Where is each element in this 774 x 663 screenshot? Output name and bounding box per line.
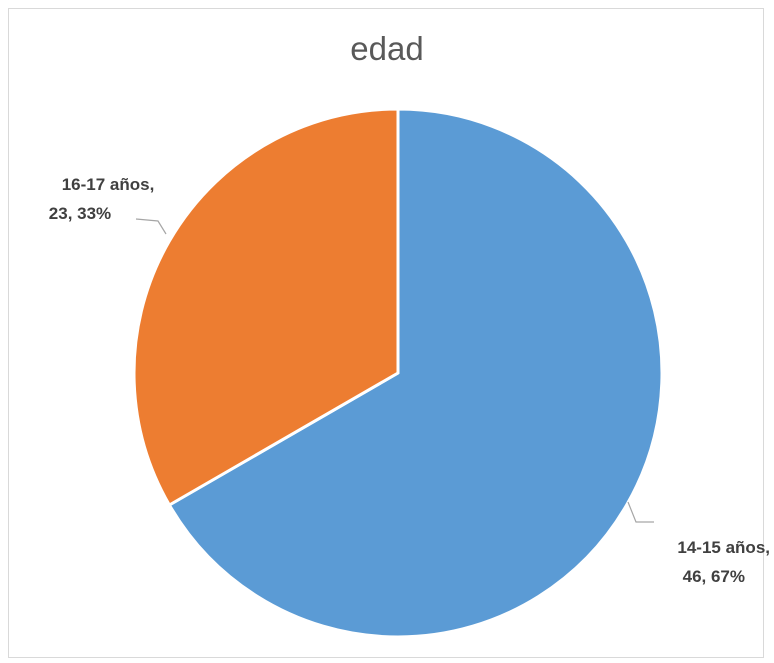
data-label-16-17-line1: 16-17 años, — [62, 175, 155, 194]
data-label-16-17-line2: 23, 33% — [49, 204, 111, 223]
data-label-14-15-line2: 46, 67% — [683, 567, 745, 586]
leader-line-14-15 — [627, 501, 654, 523]
pie-slice-16-17 — [132, 107, 400, 507]
chart-title: edad — [350, 30, 424, 67]
pie-slice-14-15 — [167, 107, 664, 639]
data-label-14-15-line1: 14-15 años, — [677, 538, 770, 557]
leader-line-16-17 — [135, 218, 167, 235]
